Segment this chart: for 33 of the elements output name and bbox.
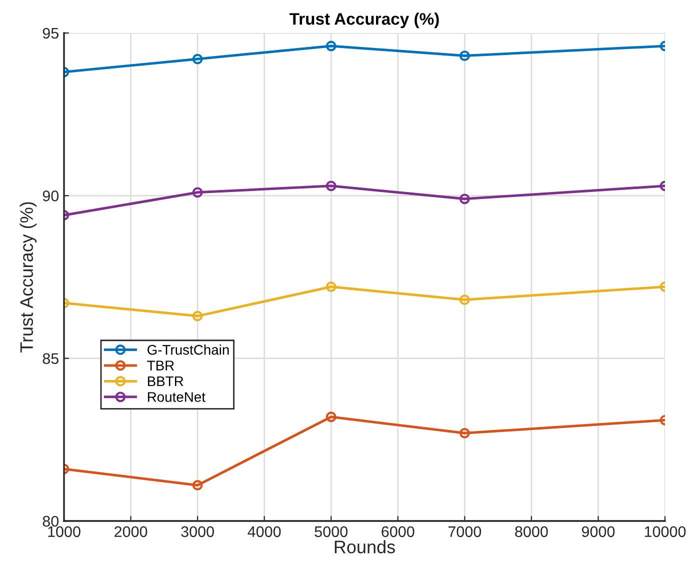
legend-label: BBTR xyxy=(148,376,184,386)
y-tick-label: 95 xyxy=(42,28,58,39)
x-tick-label: 10000 xyxy=(644,526,686,538)
point xyxy=(326,40,336,52)
x-tick-label: 2000 xyxy=(114,526,148,538)
point xyxy=(459,194,470,204)
x-tick-label: 9000 xyxy=(582,526,615,538)
point xyxy=(192,187,203,198)
point xyxy=(326,282,336,292)
point xyxy=(459,50,470,61)
point xyxy=(326,180,336,192)
point xyxy=(459,428,470,438)
legend-label: RouteNet xyxy=(148,392,206,402)
point xyxy=(192,54,203,64)
x-tick-label: 1000 xyxy=(48,526,80,538)
point xyxy=(192,480,203,490)
point xyxy=(192,310,203,322)
point xyxy=(326,412,336,422)
x-tick-label: 8000 xyxy=(515,526,548,538)
x-tick-label: 3000 xyxy=(181,526,214,538)
y-tick-label: 90 xyxy=(42,190,59,202)
chart-title: Trust Accuracy (%) xyxy=(290,12,439,28)
x-tick-label: 6000 xyxy=(382,526,414,538)
legend-label: G-TrustChain xyxy=(148,344,229,355)
x-tick-label: 5000 xyxy=(314,526,348,538)
legend-label: TBR xyxy=(147,360,174,370)
x-axis-title: Rounds xyxy=(334,540,395,554)
y-axis-title: Trust Accuracy (%) xyxy=(20,202,37,352)
y-tick-label: 80 xyxy=(42,516,59,527)
x-tick-label: 7000 xyxy=(448,526,482,538)
y-tick-label: 85 xyxy=(42,353,58,364)
x-tick-label: 4000 xyxy=(248,526,281,538)
point xyxy=(459,294,470,305)
